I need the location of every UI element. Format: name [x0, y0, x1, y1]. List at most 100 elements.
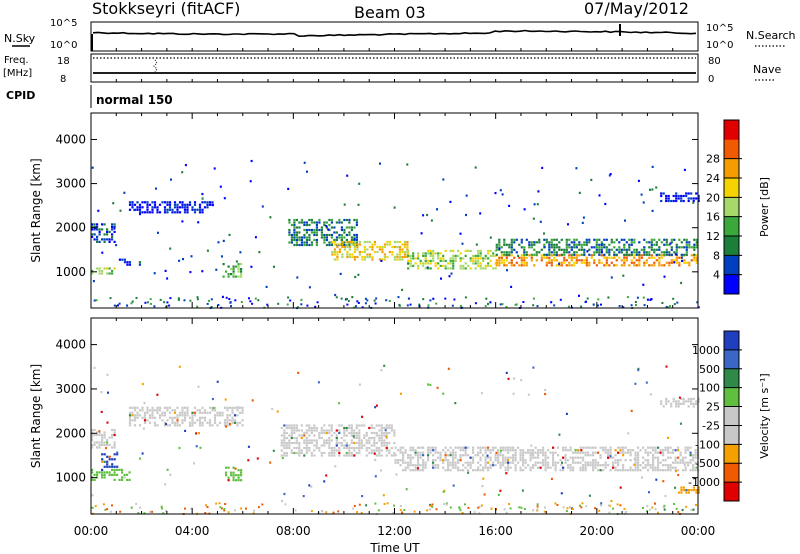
power-noise-cell: [133, 208, 136, 212]
velocity-echo-cell: [183, 419, 187, 422]
power-echo-cell: [315, 231, 318, 234]
power-echo-cell: [396, 240, 399, 244]
velocity-echo-cell: [283, 424, 286, 427]
power-echo-cell: [623, 238, 626, 241]
power-echo-cell: [348, 245, 351, 249]
velocity-echo-cell: [674, 466, 677, 469]
velocity-echo-cell: [113, 468, 116, 471]
power-ground-cell: [95, 299, 98, 302]
velocity-echo-cell: [186, 409, 189, 412]
velocity-noise-cell: [199, 446, 202, 449]
velocity-echo-cell: [662, 464, 665, 467]
velocity-echo-cell: [323, 441, 326, 445]
power-echo-cell: [545, 261, 548, 264]
power-echo-cell: [573, 238, 576, 241]
velocity-echo-cell: [659, 451, 662, 454]
velocity-echo-cell: [118, 468, 121, 471]
velocity-ground-cell: [478, 505, 481, 508]
velocity-echo-cell: [589, 464, 592, 467]
power-echo-cell: [378, 248, 381, 251]
power-echo-cell: [447, 267, 450, 270]
power-echo-cell: [398, 255, 401, 259]
velocity-echo-cell: [439, 454, 442, 457]
velocity-echo-cell: [442, 461, 445, 464]
velocity-echo-cell: [320, 454, 323, 457]
velocity-echo-cell: [519, 466, 522, 469]
power-echo-cell: [645, 261, 648, 264]
power-echo-cell: [295, 231, 298, 234]
velocity-echo-cell: [454, 451, 457, 454]
velocity-echo-cell: [564, 456, 567, 459]
power-echo-cell: [635, 251, 638, 254]
velocity-echo-cell: [388, 451, 391, 455]
velocity-echo-cell: [537, 454, 540, 457]
power-echo-cell: [363, 258, 366, 261]
velocity-noise-cell: [467, 471, 470, 474]
velocity-echo-cell: [444, 469, 447, 472]
velocity-echo-cell: [469, 464, 472, 467]
power-echo-cell: [151, 206, 154, 209]
velocity-echo-cell: [353, 449, 356, 452]
power-noise-cell: [119, 209, 122, 212]
power-echo-cell: [693, 238, 696, 241]
power-echo-cell: [313, 228, 316, 232]
power-echo-cell: [345, 238, 348, 242]
velocity-echo-cell: [554, 451, 557, 454]
power-echo-cell: [163, 211, 167, 214]
velocity-echo-cell: [619, 459, 622, 462]
velocity-echo-cell: [133, 419, 137, 422]
velocity-echo-cell: [98, 431, 101, 434]
power-echo-cell: [328, 243, 331, 247]
velocity-echo-cell: [497, 459, 500, 462]
power-echo-cell: [645, 253, 648, 256]
velocity-noise-cell: [527, 393, 530, 396]
power-noise-cell: [422, 214, 425, 217]
power-echo-cell: [348, 253, 351, 256]
power-echo-cell: [345, 226, 348, 229]
power-echo-cell: [293, 236, 296, 239]
power-echo-cell: [638, 259, 641, 262]
velocity-echo-cell: [667, 449, 670, 452]
velocity-echo-cell: [667, 446, 670, 449]
power-echo-cell: [452, 249, 455, 252]
velocity-echo-cell: [644, 464, 647, 467]
power-echo-cell: [442, 264, 445, 267]
power-echo-cell: [331, 253, 334, 256]
power-echo-cell: [548, 261, 551, 264]
power-echo-cell: [401, 250, 404, 254]
power-colorbar-label: Power [dB]: [758, 177, 771, 237]
power-noise-cell: [465, 213, 467, 217]
velocity-echo-cell: [399, 451, 402, 454]
velocity-echo-cell: [544, 454, 547, 457]
power-ground-cell: [364, 302, 367, 305]
power-ground-cell: [697, 306, 700, 309]
velocity-echo-cell: [574, 456, 577, 459]
power-echo-cell: [610, 238, 613, 241]
power-noise-cell: [436, 208, 438, 211]
power-echo-cell: [427, 259, 430, 262]
power-echo-cell: [623, 261, 626, 264]
velocity-ground-cell: [579, 504, 581, 507]
power-echo-cell: [206, 201, 209, 204]
power-echo-cell: [198, 211, 202, 214]
velocity-echo-cell: [579, 466, 582, 469]
power-echo-cell: [650, 241, 653, 244]
power-echo-cell: [434, 264, 437, 267]
power-noise-cell: [334, 293, 337, 297]
power-echo-cell: [376, 245, 379, 249]
power-noise-cell: [123, 191, 126, 194]
velocity-echo-cell: [335, 449, 338, 452]
velocity-echo-cell: [624, 459, 627, 462]
velocity-echo-cell: [283, 441, 286, 445]
velocity-echo-cell: [419, 456, 422, 459]
velocity-echo-cell: [318, 446, 321, 450]
power-echo-cell: [693, 259, 696, 262]
power-noise-cell: [609, 173, 612, 176]
power-echo-cell: [148, 203, 152, 206]
power-echo-cell: [166, 203, 169, 206]
power-echo-cell: [422, 264, 425, 267]
power-echo-cell: [495, 264, 498, 267]
power-noise-cell: [680, 256, 683, 259]
velocity-ground-cell: [464, 503, 466, 506]
velocity-echo-cell: [103, 443, 106, 447]
